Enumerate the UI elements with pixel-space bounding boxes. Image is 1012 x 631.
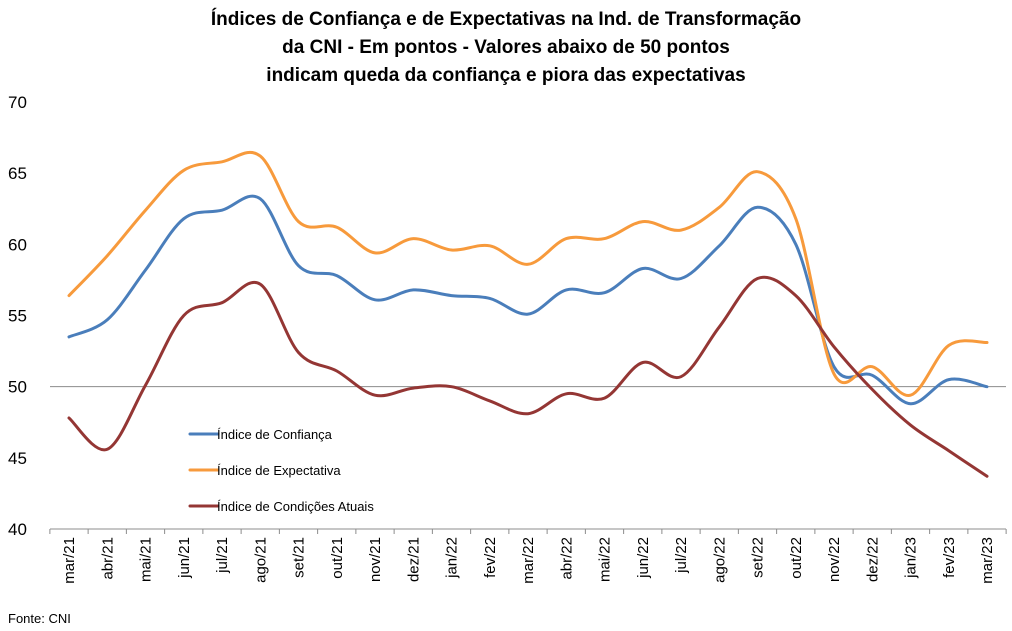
x-tick-label: mar/23 — [979, 537, 996, 584]
x-tick-label: mai/21 — [138, 537, 155, 582]
x-tick-label: mar/22 — [520, 537, 537, 584]
x-tick-label: dez/22 — [864, 537, 881, 582]
legend-item-condicoes-atuais: Índice de Condições Atuais — [188, 499, 374, 514]
y-tick-label: 50 — [8, 378, 27, 397]
x-tick-label: set/22 — [750, 537, 767, 578]
x-tick-label: jul/21 — [214, 537, 231, 574]
y-axis-tick-labels: 40 45 50 55 60 65 70 — [8, 93, 27, 539]
source-note: Fonte: CNI — [8, 611, 71, 626]
x-tick-label: fev/23 — [941, 537, 958, 578]
y-tick-label: 65 — [8, 164, 27, 183]
x-tick-label: ago/22 — [711, 537, 728, 583]
x-tick-label: ago/21 — [252, 537, 269, 583]
y-tick-label: 40 — [8, 520, 27, 539]
x-tick-label: mar/21 — [61, 537, 78, 584]
y-tick-label: 70 — [8, 93, 27, 112]
y-tick-label: 60 — [8, 235, 27, 254]
series-line-expectativa — [67, 150, 989, 397]
chart-title-line-1: Índices de Confiança e de Expectativas n… — [210, 9, 802, 30]
x-tick-label: jan/23 — [903, 537, 920, 579]
x-tick-label: out/21 — [329, 537, 346, 579]
x-tick-label: abr/21 — [99, 537, 116, 580]
x-tick-label: jan/22 — [444, 537, 461, 579]
x-tick-label: mai/22 — [597, 537, 614, 582]
chart-title-line-3: indicam queda da confiança e piora das e… — [266, 65, 746, 86]
x-tick-label: nov/22 — [826, 537, 843, 582]
series-line-confianca — [67, 194, 989, 406]
x-tick-label: set/21 — [291, 537, 308, 578]
x-tick-label: abr/22 — [558, 537, 575, 580]
y-tick-label: 45 — [8, 449, 27, 468]
x-tick-label: nov/21 — [367, 537, 384, 582]
legend-label: Índice de Expectativa — [217, 463, 341, 478]
legend-label: Índice de Confiança — [217, 427, 333, 442]
x-tick-label: fev/22 — [482, 537, 499, 578]
legend-item-confianca: Índice de Confiança — [188, 427, 333, 442]
chart-title: Índices de Confiança e de Expectativas n… — [0, 6, 1012, 90]
x-tick-label: dez/21 — [405, 537, 422, 582]
chart-title-line-2: da CNI - Em pontos - Valores abaixo de 5… — [282, 37, 730, 58]
x-tick-label: out/22 — [788, 537, 805, 579]
y-tick-label: 55 — [8, 307, 27, 326]
series-line-condicoes-atuais — [67, 275, 989, 478]
legend: Índice de Confiança Índice de Expectativa… — [188, 427, 374, 514]
x-tick-label: jun/22 — [635, 537, 652, 579]
x-tick-label: jun/21 — [176, 537, 193, 579]
series-lines — [67, 150, 989, 478]
legend-item-expectativa: Índice de Expectativa — [188, 463, 341, 478]
x-axis: mar/21 abr/21 mai/21 jun/21 jul/21 ago/21 set/… — [49, 528, 1007, 584]
x-tick-label: jul/22 — [673, 537, 690, 574]
legend-label: Índice de Condições Atuais — [217, 499, 374, 514]
